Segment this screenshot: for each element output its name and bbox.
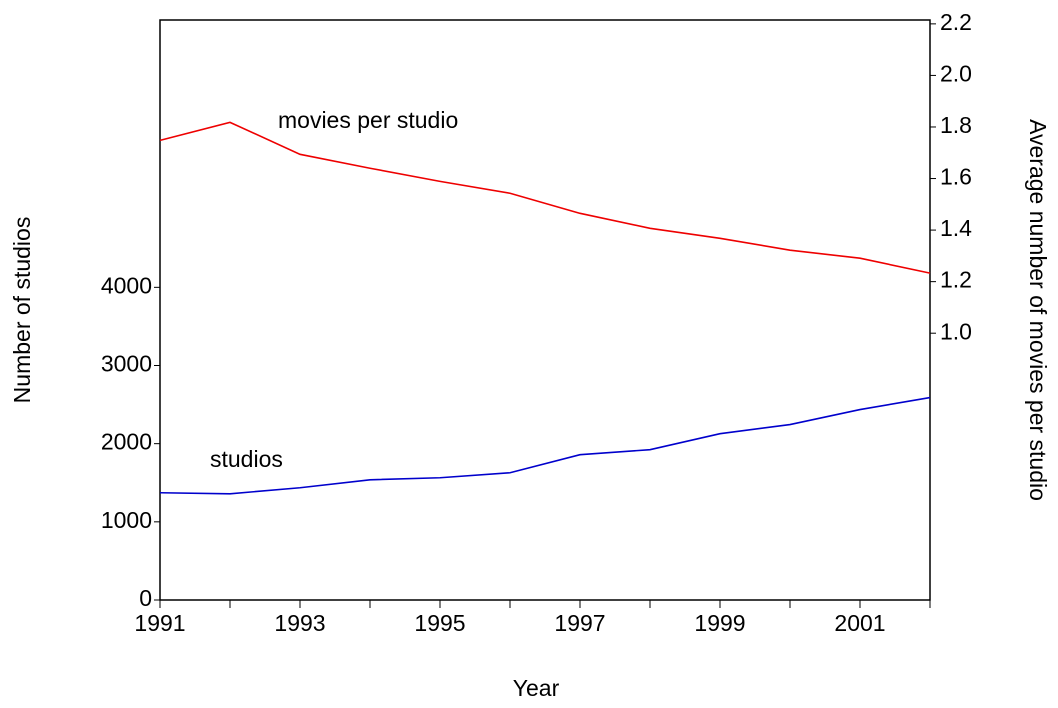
y-axis-label: Number of studios	[9, 217, 35, 404]
x-tick-label: 1993	[274, 610, 325, 636]
y-tick-label: 1000	[101, 507, 152, 533]
series-line	[159, 121, 931, 274]
series-annotation: studios	[210, 446, 283, 472]
y2-tick-label: 1.8	[940, 112, 972, 138]
y2-axis-label: Average number of movies per studio	[1025, 119, 1051, 501]
plot-frame	[159, 19, 931, 601]
y2-tick-label: 1.6	[940, 164, 972, 190]
y-tick-label: 4000	[101, 272, 152, 298]
x-tick-label: 1995	[414, 610, 465, 636]
y2-tick-label: 1.0	[940, 318, 972, 344]
x-tick-label: 1999	[694, 610, 745, 636]
x-axis-label: Year	[513, 675, 560, 701]
series-line	[159, 396, 931, 495]
y-tick-label: 2000	[101, 429, 152, 455]
x-tick-label: 1997	[554, 610, 605, 636]
x-tick-label: 2001	[834, 610, 885, 636]
y2-tick-label: 2.2	[940, 9, 972, 35]
y2-tick-label: 1.2	[940, 267, 972, 293]
series-annotation: movies per studio	[278, 107, 458, 133]
y-tick-label: 3000	[101, 351, 152, 377]
y-tick-label: 0	[139, 585, 152, 611]
y2-tick-label: 2.0	[940, 61, 972, 87]
x-tick-label: 1991	[134, 610, 185, 636]
y2-tick-label: 1.4	[940, 215, 972, 241]
